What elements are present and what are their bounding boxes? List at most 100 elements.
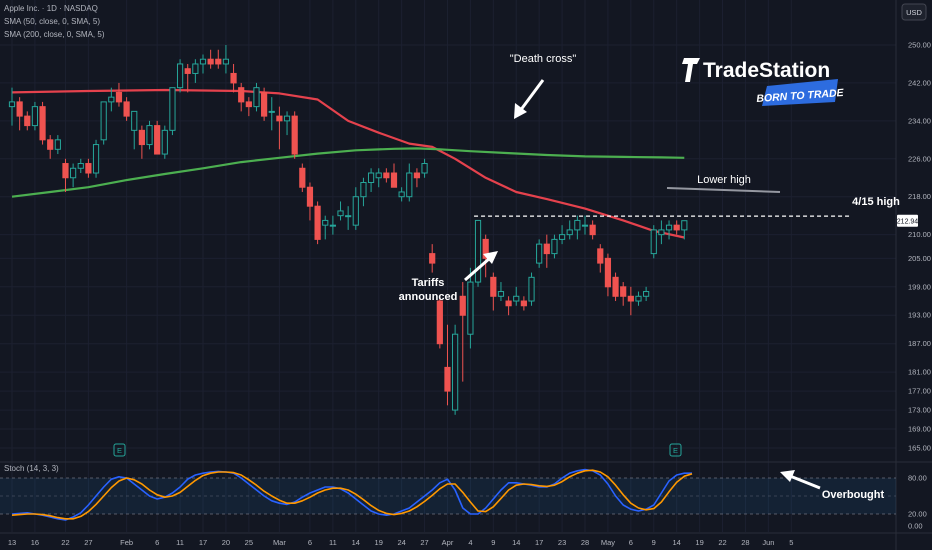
candle[interactable] [131, 110, 138, 150]
candle[interactable] [299, 163, 306, 192]
candle[interactable] [238, 82, 245, 112]
candle[interactable] [222, 45, 230, 74]
earnings-marker-feb[interactable]: E [113, 443, 126, 457]
candle[interactable] [444, 324, 451, 406]
candle[interactable] [199, 54, 207, 74]
candle[interactable] [85, 158, 92, 178]
candle[interactable] [620, 282, 627, 306]
candle[interactable] [62, 158, 69, 192]
candle[interactable] [138, 125, 145, 159]
currency-button[interactable] [901, 3, 927, 21]
candle[interactable] [497, 282, 505, 302]
candle[interactable] [352, 187, 359, 230]
candle[interactable] [16, 97, 23, 131]
candle[interactable] [54, 135, 61, 155]
candle[interactable] [383, 168, 390, 183]
candle[interactable] [459, 282, 466, 382]
candle[interactable] [276, 106, 283, 150]
candle[interactable] [574, 215, 581, 240]
candle[interactable] [627, 286, 634, 316]
candle[interactable] [643, 286, 650, 302]
candle[interactable] [345, 206, 352, 230]
candle[interactable] [528, 272, 535, 306]
candle[interactable] [77, 158, 84, 174]
sma200-line[interactable] [11, 147, 685, 198]
candle[interactable] [673, 220, 680, 235]
candle[interactable] [24, 111, 31, 131]
earnings-marker-may[interactable]: E [669, 443, 682, 457]
candle[interactable] [505, 296, 512, 316]
candle[interactable] [474, 219, 482, 287]
candle[interactable] [322, 215, 329, 240]
candle[interactable] [176, 59, 184, 93]
candle[interactable] [253, 82, 260, 112]
candle[interactable] [581, 215, 589, 235]
candle[interactable] [154, 120, 161, 155]
candle[interactable] [681, 220, 688, 240]
sma200-legend[interactable]: SMA (200, close, 0, SMA, 5) [4, 30, 105, 39]
candle[interactable] [665, 220, 673, 240]
candle[interactable] [329, 215, 336, 235]
candle[interactable] [283, 111, 291, 136]
candle[interactable] [108, 87, 115, 112]
candle[interactable] [268, 97, 275, 131]
stoch-legend[interactable]: Stoch (14, 3, 3) [4, 464, 59, 473]
candle[interactable] [650, 225, 657, 259]
candle[interactable] [536, 239, 543, 268]
sma50-line[interactable] [11, 88, 685, 239]
candle[interactable] [230, 63, 237, 93]
candle[interactable] [467, 267, 474, 349]
candle[interactable] [146, 120, 153, 150]
candle[interactable] [192, 59, 199, 83]
candle[interactable] [513, 286, 520, 306]
candle[interactable] [367, 168, 375, 192]
sma50-legend[interactable]: SMA (50, close, 0, SMA, 5) [4, 17, 100, 26]
candle[interactable] [566, 220, 573, 240]
candle[interactable] [261, 87, 268, 121]
candle[interactable] [39, 101, 46, 145]
candle[interactable] [452, 324, 459, 415]
candle[interactable] [421, 158, 428, 178]
candle[interactable] [291, 111, 298, 159]
candle[interactable] [658, 220, 665, 245]
candle[interactable] [92, 139, 100, 178]
candle[interactable] [161, 125, 168, 159]
stoch-tick-label: 0.00 [908, 522, 923, 531]
candle[interactable] [490, 272, 497, 311]
candle[interactable] [406, 163, 413, 202]
candle[interactable] [184, 63, 191, 93]
candle[interactable] [70, 163, 77, 188]
candle[interactable] [306, 182, 314, 221]
candle[interactable] [597, 244, 604, 273]
candle[interactable] [635, 291, 642, 306]
candle[interactable] [360, 177, 367, 207]
candle[interactable] [100, 101, 107, 145]
candle[interactable] [398, 187, 405, 202]
candle[interactable] [47, 135, 54, 159]
candle[interactable] [375, 168, 382, 188]
candle[interactable] [604, 253, 612, 297]
candle[interactable] [551, 234, 558, 259]
candle[interactable] [245, 97, 252, 117]
candle[interactable] [207, 49, 214, 69]
candle[interactable] [429, 244, 436, 273]
candle[interactable] [337, 201, 344, 221]
candle[interactable] [123, 97, 130, 121]
candle[interactable] [612, 272, 619, 302]
candle[interactable] [8, 87, 16, 126]
candle[interactable] [169, 87, 176, 136]
candle[interactable] [589, 220, 596, 240]
candle[interactable] [558, 225, 566, 245]
candle[interactable] [215, 49, 222, 69]
candle[interactable] [115, 82, 123, 107]
symbol-legend[interactable]: Apple Inc. · 1D · NASDAQ [4, 4, 98, 13]
candle[interactable] [314, 201, 321, 245]
candle[interactable] [543, 234, 550, 268]
candle[interactable] [413, 168, 421, 188]
candle[interactable] [390, 163, 398, 188]
candle[interactable] [436, 296, 443, 349]
candle[interactable] [31, 101, 39, 131]
stoch-d-line[interactable] [11, 469, 693, 520]
candle[interactable] [520, 296, 527, 311]
